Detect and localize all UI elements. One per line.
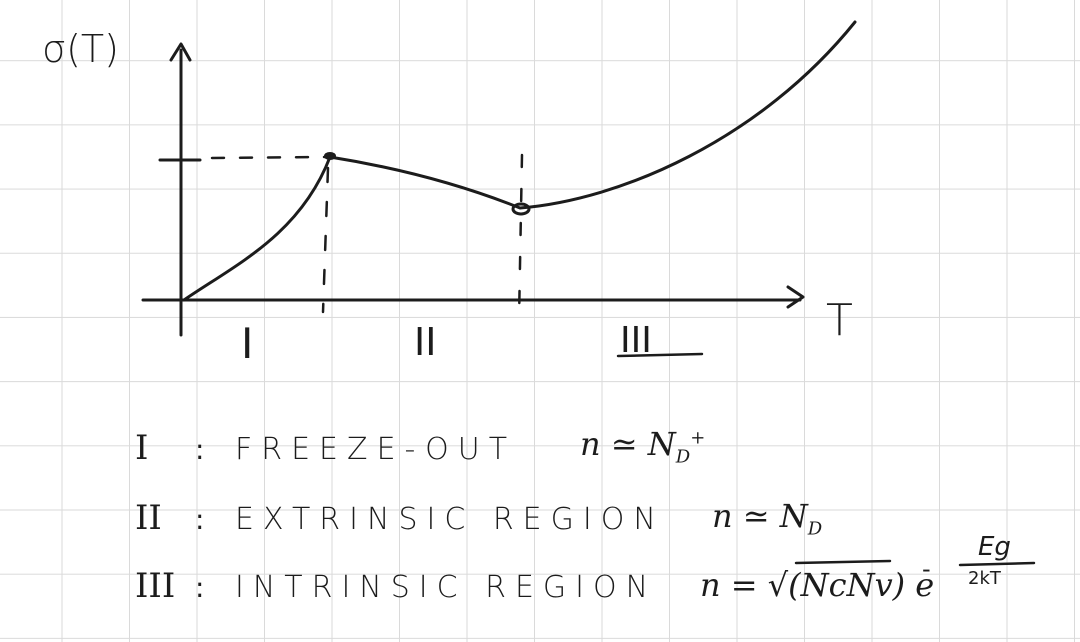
vertical-dashed-line-1 — [321, 166, 330, 314]
freeze-out-transition-point — [324, 152, 336, 160]
vertical-dashed-line-2 — [517, 153, 524, 322]
x-axis-label: T — [826, 295, 853, 346]
exponent-fraction-bar — [958, 561, 1036, 567]
exponent-sign: - — [922, 555, 931, 583]
conductivity-curve — [182, 20, 857, 302]
exponent-numerator: Eg — [978, 532, 1011, 562]
y-axis-arrowhead — [169, 42, 192, 62]
y-axis-label: σ(T) — [42, 27, 119, 71]
horizontal-dashed-line — [210, 155, 330, 160]
region-label-3-underline — [616, 352, 704, 358]
sqrt-vinculum — [794, 559, 892, 565]
exponent-denominator: 2kT — [968, 568, 1002, 589]
region-label-2: II — [414, 320, 436, 364]
region-label-1: I — [241, 319, 253, 368]
intrinsic-transition-point — [511, 202, 531, 216]
x-axis-arrowhead — [786, 285, 805, 309]
